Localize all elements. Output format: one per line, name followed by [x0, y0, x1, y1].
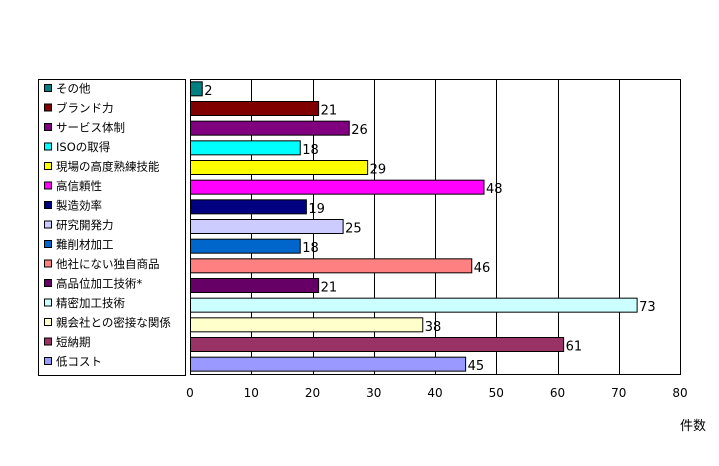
- bar: [190, 297, 638, 313]
- legend-swatch: [44, 84, 52, 92]
- legend-label: 低コスト: [56, 355, 102, 369]
- x-tick-label: 40: [427, 386, 442, 400]
- legend-swatch: [44, 181, 52, 190]
- x-tick-label: 70: [611, 386, 626, 400]
- data-label: 45: [468, 359, 485, 374]
- legend-swatch: [44, 123, 52, 131]
- bar: [190, 179, 485, 195]
- legend-swatch: [44, 103, 52, 112]
- x-axis-label: 件数: [680, 419, 706, 434]
- data-label: 18: [302, 143, 319, 158]
- bar: [190, 219, 344, 234]
- legend-label: 他社にない独自商品: [56, 257, 160, 271]
- x-tick-label: 50: [489, 386, 504, 400]
- x-tick-label: 10: [244, 386, 259, 400]
- legend-swatch: [44, 318, 52, 326]
- legend-swatch: [44, 259, 52, 268]
- legend-label: 現場の高度熟練技能: [56, 160, 160, 174]
- bar: [190, 101, 320, 116]
- legend-label: ISOの取得: [56, 140, 110, 154]
- x-tick-label: 80: [672, 386, 687, 400]
- legend-label: サービス体制: [56, 121, 125, 135]
- data-label: 73: [639, 300, 656, 315]
- legend-label: 短納期: [56, 335, 91, 349]
- data-label: 29: [370, 163, 387, 178]
- bar: [190, 120, 350, 136]
- legend-swatch: [44, 162, 52, 170]
- legend-swatch: [44, 201, 52, 209]
- legend-swatch: [44, 298, 52, 307]
- legend-swatch: [44, 220, 52, 229]
- legend-label: 高品位加工技術*: [56, 277, 142, 291]
- bar: [190, 278, 320, 293]
- data-label: 2: [204, 84, 212, 99]
- x-tick-label: 60: [550, 386, 565, 400]
- data-label: 21: [321, 281, 338, 296]
- bar: [190, 199, 307, 215]
- bar: [190, 258, 473, 274]
- x-tick-label: 20: [305, 386, 320, 400]
- legend-label: 親会社との密接な関係: [56, 316, 171, 330]
- data-label: 18: [302, 241, 319, 256]
- legend-swatch: [44, 240, 52, 248]
- data-label: 26: [351, 123, 368, 138]
- legend-label: 精密加工技術: [56, 296, 125, 310]
- legend-label: 製造効率: [56, 199, 102, 213]
- legend-swatch: [44, 337, 52, 346]
- legend-label: 難削材加工: [56, 238, 114, 252]
- data-label: 38: [425, 320, 442, 335]
- data-label: 25: [345, 222, 362, 237]
- bar: [190, 356, 467, 372]
- data-label: 46: [474, 261, 491, 276]
- bar: [190, 238, 301, 254]
- x-tick-label: 30: [366, 386, 381, 400]
- legend-swatch: [44, 142, 52, 151]
- data-label: 48: [486, 182, 503, 197]
- bar: [190, 81, 203, 97]
- data-label: 19: [308, 202, 325, 217]
- data-label: 61: [566, 340, 583, 355]
- legend-label: 高信頼性: [56, 179, 102, 193]
- legend-label: ブランド力: [56, 101, 114, 115]
- bar: [190, 317, 424, 333]
- legend-label: 研究開発力: [56, 218, 114, 232]
- data-label: 21: [321, 104, 338, 119]
- x-tick-label: 0: [186, 386, 194, 400]
- bar: [190, 140, 301, 156]
- bar: [190, 160, 369, 175]
- bar: [190, 337, 565, 352]
- legend-swatch: [44, 357, 52, 365]
- legend-swatch: [44, 279, 52, 287]
- legend-box: [38, 79, 186, 376]
- legend-label: その他: [56, 82, 91, 96]
